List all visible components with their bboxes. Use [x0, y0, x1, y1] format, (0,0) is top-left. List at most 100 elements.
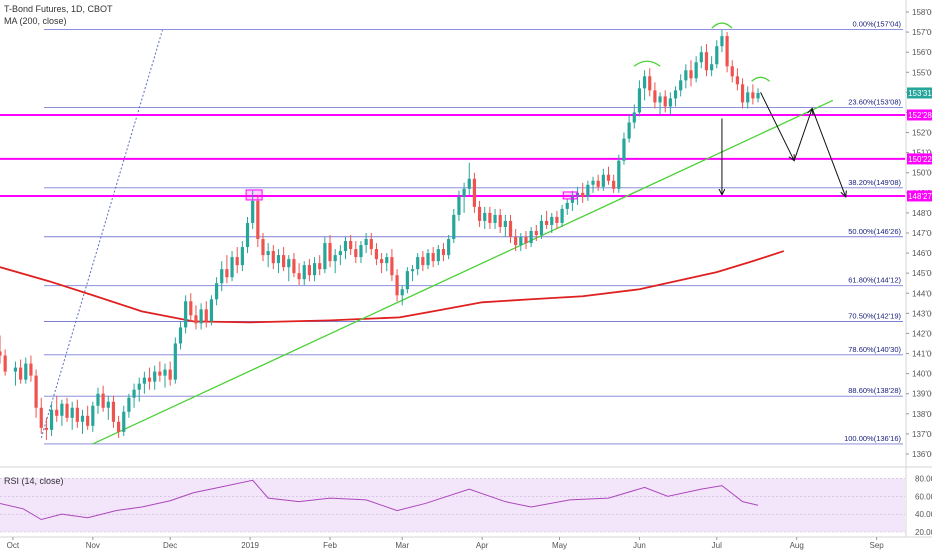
candle-body: [343, 241, 348, 252]
candle-body: [751, 92, 755, 99]
candle-body: [333, 255, 337, 262]
fib-level-label: 100.00%(136'16): [844, 434, 901, 443]
candle-body: [586, 184, 590, 197]
candle-body: [730, 66, 734, 77]
price-tick-label: 155'00: [912, 68, 932, 77]
candle-body: [60, 403, 64, 416]
candle-body: [194, 315, 198, 324]
time-tick-label: Jun: [633, 541, 646, 550]
candle-body: [49, 409, 54, 430]
rsi-tick-label: 20.00: [915, 528, 932, 537]
candle-body: [168, 369, 172, 380]
price-tick-label: 146'00: [912, 249, 932, 258]
candle-body: [689, 70, 693, 79]
candle-body: [673, 90, 678, 99]
candle-body: [354, 249, 358, 258]
price-tag: [907, 190, 932, 202]
price-tick-label: 150'00: [912, 169, 932, 178]
candle-body: [13, 367, 18, 372]
candle-body: [282, 255, 286, 268]
candle-body: [261, 239, 265, 256]
candle-body: [653, 90, 657, 103]
candle-body: [70, 407, 74, 418]
price-tag-label: 152'28: [908, 111, 932, 120]
candle-body: [127, 397, 131, 412]
candle-body: [225, 269, 229, 278]
candle-body: [740, 84, 745, 103]
time-tick-label: May: [552, 541, 567, 550]
candle-body: [539, 220, 544, 235]
candle-body: [214, 283, 219, 300]
candle-body: [307, 265, 312, 276]
candle-body: [715, 46, 719, 65]
price-tick-label: 137'00: [912, 430, 932, 439]
candle-body: [55, 409, 59, 416]
candle-body: [684, 70, 688, 81]
candle-body: [189, 301, 193, 316]
rsi-band: [0, 478, 905, 532]
candle-body: [648, 76, 652, 91]
candle-body: [503, 220, 507, 227]
candle-body: [529, 230, 533, 244]
candle-body: [184, 301, 188, 328]
projection-arrow: [760, 92, 795, 160]
candle-body: [395, 275, 399, 296]
candle-body: [96, 393, 100, 406]
candle-body: [132, 389, 136, 398]
candle-body: [173, 343, 177, 380]
trendline: [92, 99, 834, 445]
price-tick-label: 142'00: [912, 329, 932, 338]
rsi-tick-label: 40.00: [915, 510, 932, 519]
candle-body: [122, 411, 126, 432]
candle-body: [426, 253, 430, 266]
candle-body: [111, 401, 116, 422]
candle-body: [410, 269, 415, 272]
candle-body: [302, 265, 306, 280]
price-tick-label: 147'00: [912, 229, 932, 238]
candle-body: [416, 257, 420, 270]
candle-body: [452, 214, 456, 240]
candle-body: [581, 192, 585, 197]
candle-body: [147, 377, 152, 382]
candle-body: [379, 259, 384, 264]
candle-body: [694, 62, 698, 79]
candle-body: [746, 92, 750, 103]
price-tag-label: 150'22: [908, 155, 932, 164]
candle-body: [493, 214, 497, 223]
fib-level-label: 78.60%(140'30): [848, 345, 901, 354]
price-tick-label: 138'00: [912, 410, 932, 419]
candle-body: [735, 76, 740, 85]
candle-body: [292, 259, 296, 274]
price-tick-label: 151'00: [912, 149, 932, 158]
candle-body: [457, 196, 461, 215]
candle-body: [271, 251, 275, 264]
time-tick-label: Dec: [163, 541, 177, 550]
fib-level-label: 0.00%(157'04): [852, 20, 901, 29]
time-tick-label: 2019: [241, 541, 259, 550]
candle-body: [29, 363, 33, 376]
candle-body: [405, 271, 409, 290]
candle-body: [251, 200, 255, 223]
price-tag: [907, 153, 932, 165]
candle-body: [617, 160, 621, 189]
price-tick-label: 148'00: [912, 209, 932, 218]
candle-body: [658, 96, 662, 103]
candle-body: [204, 309, 208, 322]
candle-body: [80, 415, 85, 422]
time-tick-label: Jul: [712, 541, 722, 550]
candle-body: [477, 206, 482, 221]
fib-level-label: 61.80%(144'12): [848, 276, 901, 285]
price-tag: [907, 87, 932, 99]
price-tick-label: 143'00: [912, 309, 932, 318]
time-tick-label: Apr: [476, 541, 489, 550]
candle-body: [240, 247, 244, 266]
moving-average-line: [0, 250, 785, 324]
candle-body: [44, 427, 49, 430]
time-tick-label: Feb: [323, 541, 337, 550]
candle-body: [318, 263, 322, 270]
candle-body: [596, 180, 600, 187]
price-tick-label: 156'00: [912, 48, 932, 57]
price-tag: [907, 109, 932, 121]
candle-body: [245, 222, 250, 248]
